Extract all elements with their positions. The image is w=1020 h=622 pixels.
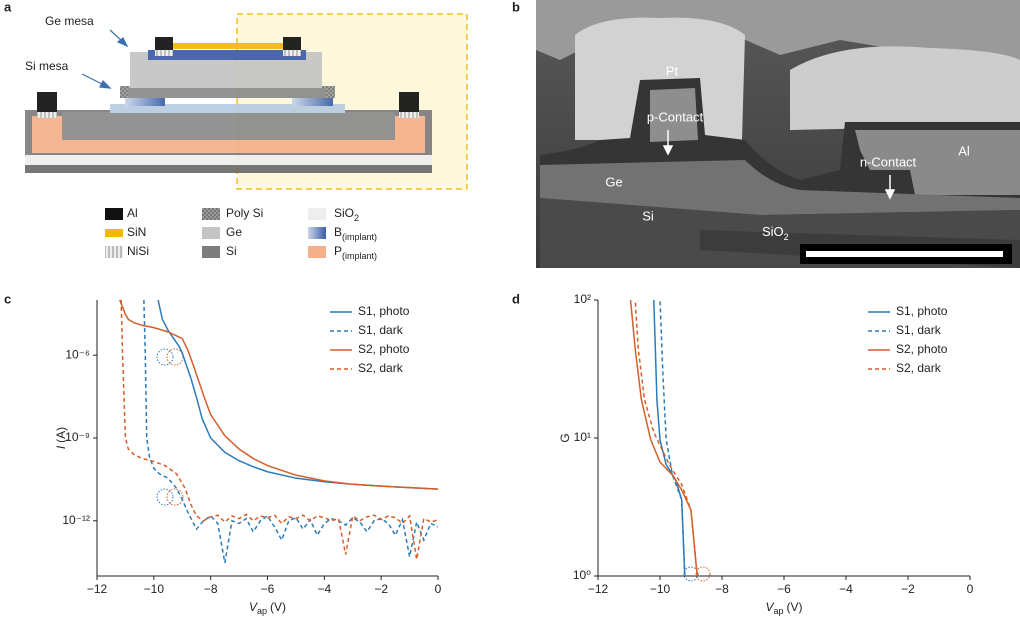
legend-sub: 2 [354,213,359,223]
y-tick-label: 10⁻¹² [62,513,90,527]
x-tick-label: −8 [204,582,218,596]
device-cross-section [25,37,432,173]
legend-label: S1, dark [896,323,942,337]
legend-sub: (implant) [342,232,377,242]
scale-bar [806,251,1003,257]
panel-a: a Ge mesa Si mesa [4,0,468,261]
series-line [119,300,438,490]
sem-label: SiO2 [762,224,789,242]
axis-symbol: I [54,445,68,449]
highlight-circles [156,348,711,582]
x-tick-label: −2 [374,582,388,596]
panel-letter: b [512,0,520,14]
legend-label: Al [127,206,138,220]
y-tick-label: 10⁻⁶ [65,347,90,361]
legend: S1, photo S1, dark S2, photo S2, dark [330,304,410,375]
x-tick-label: −12 [588,582,609,596]
legend-label: B(implant) [334,225,377,242]
legend-label: S1, photo [358,304,410,318]
axis-symbol: V [249,600,258,614]
legend-label: SiO2 [334,206,359,223]
x-tick-label: −12 [87,582,108,596]
y-axis-label: I (A) [54,427,68,449]
legend-label: S2, dark [896,361,942,375]
arrows [81,29,129,89]
sem-label: n-Contact [860,154,917,169]
annotation: Si mesa [25,59,69,73]
y-axis-label: G [558,433,572,442]
x-tick-label: −6 [261,582,275,596]
legend-label: S1, photo [896,304,948,318]
legend-label: S2, photo [896,342,948,356]
y-tick-label: 10⁰ [573,568,591,582]
panel-letter: d [512,291,520,306]
axis-sub: ap [774,606,784,616]
legend-text: SiO [334,206,354,220]
legend-text: Ge [226,225,242,239]
x-tick-label: 0 [967,582,974,596]
axis-symbol: G [558,433,572,442]
legend-sub: (implant) [342,251,377,261]
sem-label: Si [642,208,654,223]
x-axis-label: Vap (V) [765,600,802,616]
chart: d −12 −10 −8 −6 −4 −2 0 10⁰ 10¹ 10² Vap (V) G S1, phot… [512,291,974,616]
legend-text: Poly Si [226,206,263,220]
sem-label: p-Contact [647,109,704,124]
legend-label: S2, dark [358,361,404,375]
series-line [659,300,686,576]
legend-text: P [334,244,342,258]
legend-text: Si [226,244,237,258]
x-tick-label: −6 [777,582,791,596]
panel-letter: c [4,291,11,306]
axis-unit: (A) [54,427,68,443]
series-line [634,300,698,576]
sem-image [536,0,1020,268]
panel-b: b Pt p-Contact Al n-Contact Ge Si SiO2 [512,0,1020,268]
axis-unit: (V) [787,600,803,614]
annotation: Ge mesa [45,14,94,28]
legend-label: Si [226,244,237,258]
axis-unit: (V) [270,600,286,614]
series-line [120,300,438,560]
legend-text: B [334,225,342,239]
sem-label: Al [958,143,970,158]
x-tick-label: −4 [317,582,331,596]
label-text: SiO [762,224,784,239]
series-line [629,300,698,576]
legend-label: Poly Si [226,206,263,220]
axis-sub: ap [257,606,267,616]
x-tick-label: −8 [715,582,729,596]
axis-symbol: V [765,600,774,614]
legend-label: SiN [127,225,146,239]
y-tick-label: 10⁻⁹ [65,430,90,444]
legend-label: P(implant) [334,244,377,261]
x-axis-label: Vap (V) [249,600,286,616]
legend-label: Ge [226,225,242,239]
legend-label: NiSi [127,244,149,258]
x-tick-label: −10 [144,582,165,596]
x-tick-label: −4 [839,582,853,596]
chart: c −12 −10 −8 −6 −4 −2 0 10⁻⁶ 10⁻⁹ 10⁻¹² Vap (V) I (A) S… [4,291,442,616]
x-tick-label: −10 [650,582,671,596]
legend-text: Al [127,206,138,220]
series-line [653,300,686,576]
series-line [143,300,438,563]
arrows [662,130,896,200]
legend-text: SiN [127,225,146,239]
sem-label: Pt [666,63,679,78]
y-tick-label: 10¹ [574,430,591,444]
legend: S1, photo S1, dark S2, photo S2, dark [868,304,948,375]
legend-text: NiSi [127,244,149,258]
y-tick-label: 10² [574,292,591,306]
sem-label: Ge [605,174,622,189]
label-sub: 2 [784,232,789,242]
x-tick-label: −2 [901,582,915,596]
panel-letter: a [4,0,12,14]
legend-label: S2, photo [358,342,410,356]
x-tick-label: 0 [435,582,442,596]
legend-label: S1, dark [358,323,404,337]
